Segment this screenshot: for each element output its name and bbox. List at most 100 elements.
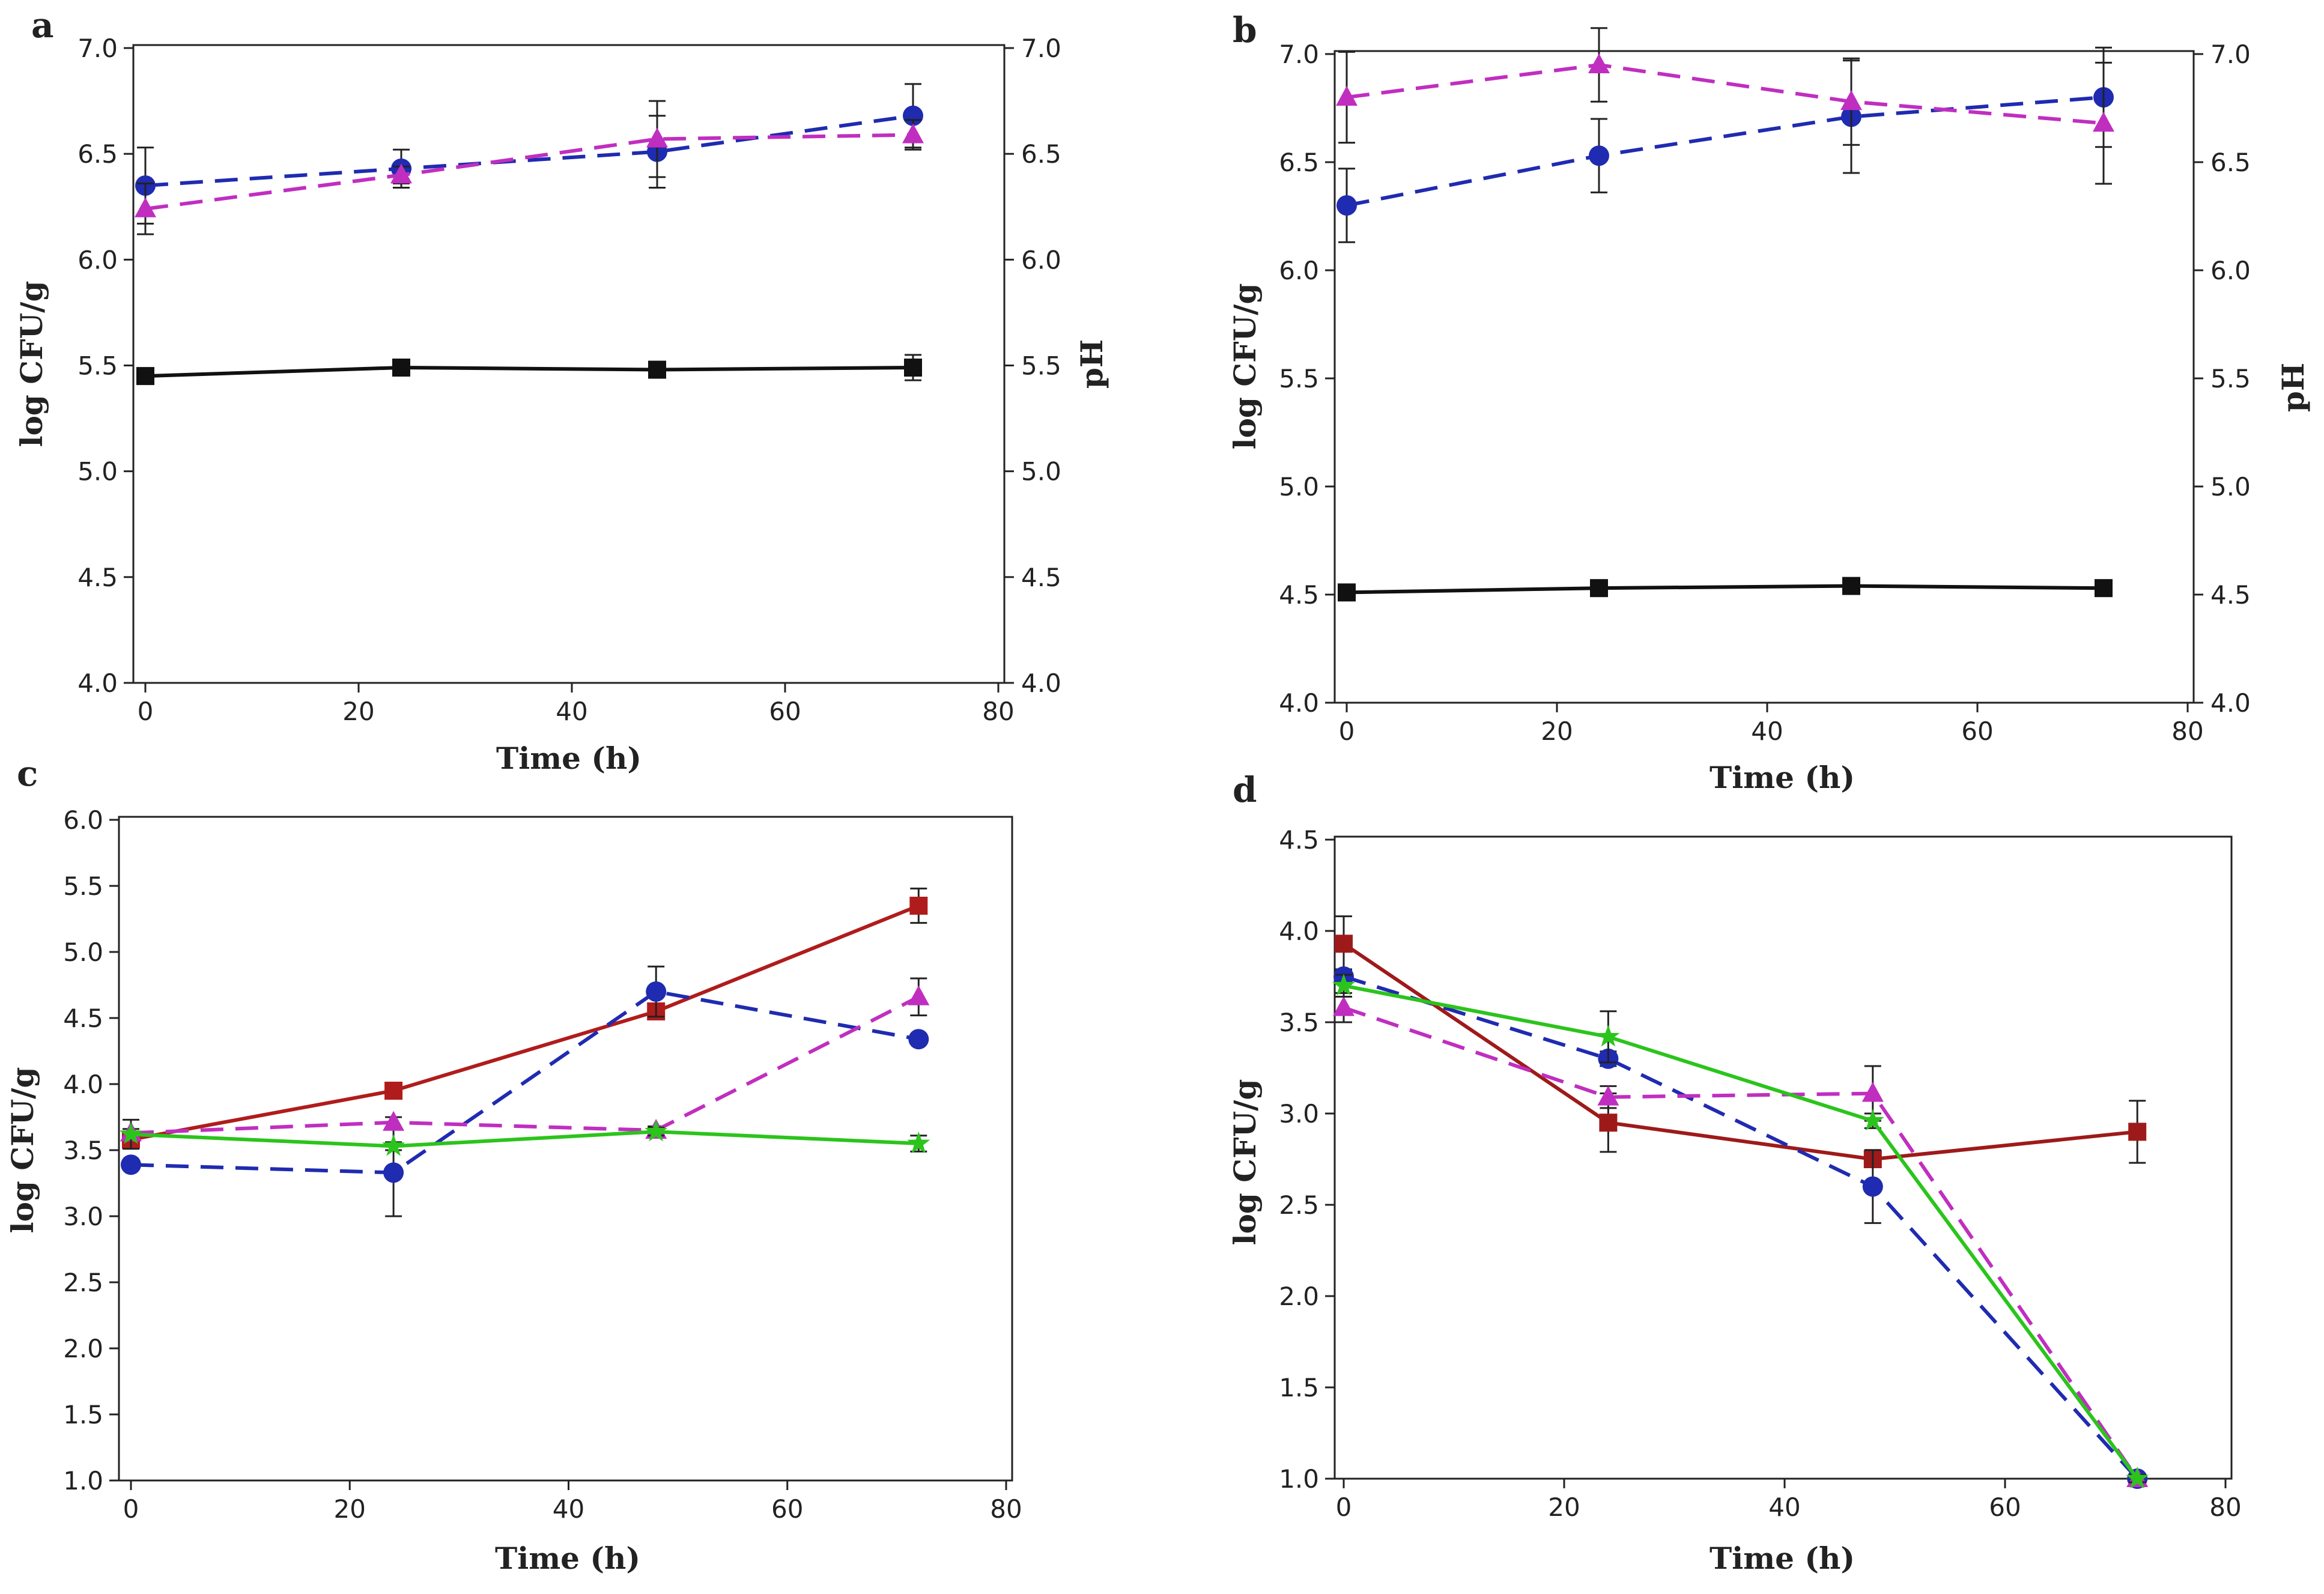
series-line (1343, 975, 2139, 1480)
y-tick-label: 6.0 (63, 805, 103, 835)
data-point (135, 197, 156, 217)
plot-area-b (1333, 50, 2195, 704)
y2-tick-label: 4.0 (2210, 688, 2251, 718)
y-tick-label: 4.5 (1279, 825, 1319, 855)
data-point (1332, 974, 1355, 996)
series-layer-c (120, 887, 930, 1217)
data-point (392, 359, 410, 377)
pH (1338, 577, 2113, 602)
data-point (645, 1120, 668, 1142)
x-tick-label: 80 (2209, 1492, 2241, 1522)
y2-tick-label: 6.5 (1021, 139, 1061, 169)
data-point (1336, 86, 1358, 106)
y-tick-label: 4.0 (63, 1070, 103, 1099)
panel-a: 0 20 40 60 804.04.55.05.56.06.57.04.04.55.05… (14, 34, 1109, 776)
series-line (1343, 942, 2138, 1161)
y2-axis-title-a: pH (1074, 339, 1109, 389)
data-point (2095, 579, 2113, 598)
y-tick-label: 3.0 (63, 1202, 103, 1231)
y-tick-label: 3.5 (1279, 1008, 1319, 1037)
data-point (2126, 1467, 2149, 1489)
data-point (2128, 1123, 2147, 1141)
y2-tick-label: 4.5 (2210, 580, 2251, 610)
data-point (909, 897, 928, 915)
y2-tick-label: 5.0 (1021, 457, 1061, 486)
series-line (1346, 63, 2104, 126)
data-point (1840, 90, 1862, 111)
y-tick-label: 3.5 (63, 1136, 103, 1165)
y-tick-label: 5.0 (1279, 472, 1319, 502)
x-axis-title-a: Time (h) (496, 741, 642, 776)
x-tick-label: 20 (1541, 717, 1573, 746)
series-line (145, 114, 914, 187)
data-point (390, 163, 412, 184)
series-line (1346, 584, 2104, 595)
y2-tick-label: 5.0 (2210, 472, 2251, 502)
data-point (908, 985, 930, 1005)
x-tick-label: 40 (553, 1494, 584, 1524)
y-tick-label: 6.0 (77, 245, 118, 274)
series-magenta (135, 100, 924, 235)
series-layer-a (135, 83, 924, 386)
y-tick-label: 3.0 (1279, 1099, 1319, 1129)
x-tick-label: 0 (1339, 717, 1355, 746)
series-blue (121, 965, 929, 1217)
y2-tick-label: 7.0 (2210, 40, 2251, 69)
x-tick-label: 0 (1336, 1492, 1352, 1522)
x-tick-label: 60 (1961, 717, 1993, 746)
y-tick-label: 1.0 (1279, 1464, 1319, 1494)
x-tick-label: 60 (1989, 1492, 2021, 1522)
x-axis-title-d: Time (h) (1710, 1541, 1855, 1576)
data-point (121, 1154, 141, 1175)
y-tick-label: 5.0 (77, 457, 118, 486)
data-point (1862, 1176, 1883, 1197)
data-point (1861, 1109, 1884, 1131)
y-axis-title-b: log CFU/g (1227, 283, 1263, 450)
data-point (646, 127, 668, 148)
y-tick-label: 6.5 (77, 139, 118, 169)
y-tick-label: 4.0 (77, 668, 118, 698)
plot-area-d (1333, 835, 2233, 1480)
data-point (648, 360, 666, 379)
panel-c: 0 20 40 60 80 1.0 1.5 2.0 2.5 3.0 3.5 4.0 4.5 5.0 5.5 6… (5, 805, 1022, 1576)
x-tick-label: 80 (982, 697, 1014, 726)
data-point (1589, 145, 1609, 166)
data-point (1842, 577, 1860, 595)
y2-tick-label: 6.0 (1021, 245, 1061, 274)
series-line (1343, 984, 2139, 1480)
x-tick-label: 0 (123, 1494, 139, 1524)
axis-ticks-a: 0 20 40 60 804.04.55.05.56.06.57.04.04.55.05… (77, 34, 1061, 726)
y-axis-title-a: log CFU/g (14, 281, 49, 447)
series-green (1332, 974, 2149, 1489)
y-tick-label: 5.5 (77, 351, 118, 381)
y-tick-label: 4.0 (1279, 688, 1319, 718)
data-point (1597, 1025, 1620, 1047)
data-point (1336, 195, 1357, 216)
x-tick-label: 40 (1751, 717, 1783, 746)
data-point (1588, 53, 1610, 73)
y-tick-label: 4.5 (77, 563, 118, 592)
y-tick-label: 6.0 (1279, 256, 1319, 285)
series-line (145, 133, 914, 211)
plot-area-c (118, 816, 1013, 1482)
y-tick-label: 6.5 (1279, 148, 1319, 177)
x-tick-label: 0 (138, 697, 154, 726)
x-tick-label: 60 (769, 697, 801, 726)
axis-ticks-b: 0 20 40 60 804.04.55.05.56.06.57.04.04.55.05… (1279, 40, 2251, 746)
data-point (1333, 996, 1355, 1016)
data-point (1861, 1082, 1884, 1102)
y-tick-label: 4.5 (1279, 580, 1319, 610)
x-tick-label: 20 (334, 1494, 366, 1524)
y2-tick-label: 7.0 (1021, 34, 1061, 63)
y-tick-label: 5.5 (1279, 364, 1319, 393)
data-point (120, 1122, 142, 1144)
x-tick-label: 40 (556, 697, 587, 726)
y2-axis-title-b: pH (2275, 363, 2311, 412)
axis-ticks-c: 0 20 40 60 80 1.0 1.5 2.0 2.5 3.0 3.5 4.0 4.5 5.0 5.5 6… (63, 805, 1022, 1524)
y-tick-label: 1.5 (63, 1400, 103, 1429)
y2-tick-label: 6.0 (2210, 256, 2251, 285)
y-tick-label: 4.5 (63, 1004, 103, 1033)
panel-label-a: a (31, 5, 54, 46)
data-point (382, 1134, 405, 1156)
plot-area-a (132, 44, 1006, 684)
